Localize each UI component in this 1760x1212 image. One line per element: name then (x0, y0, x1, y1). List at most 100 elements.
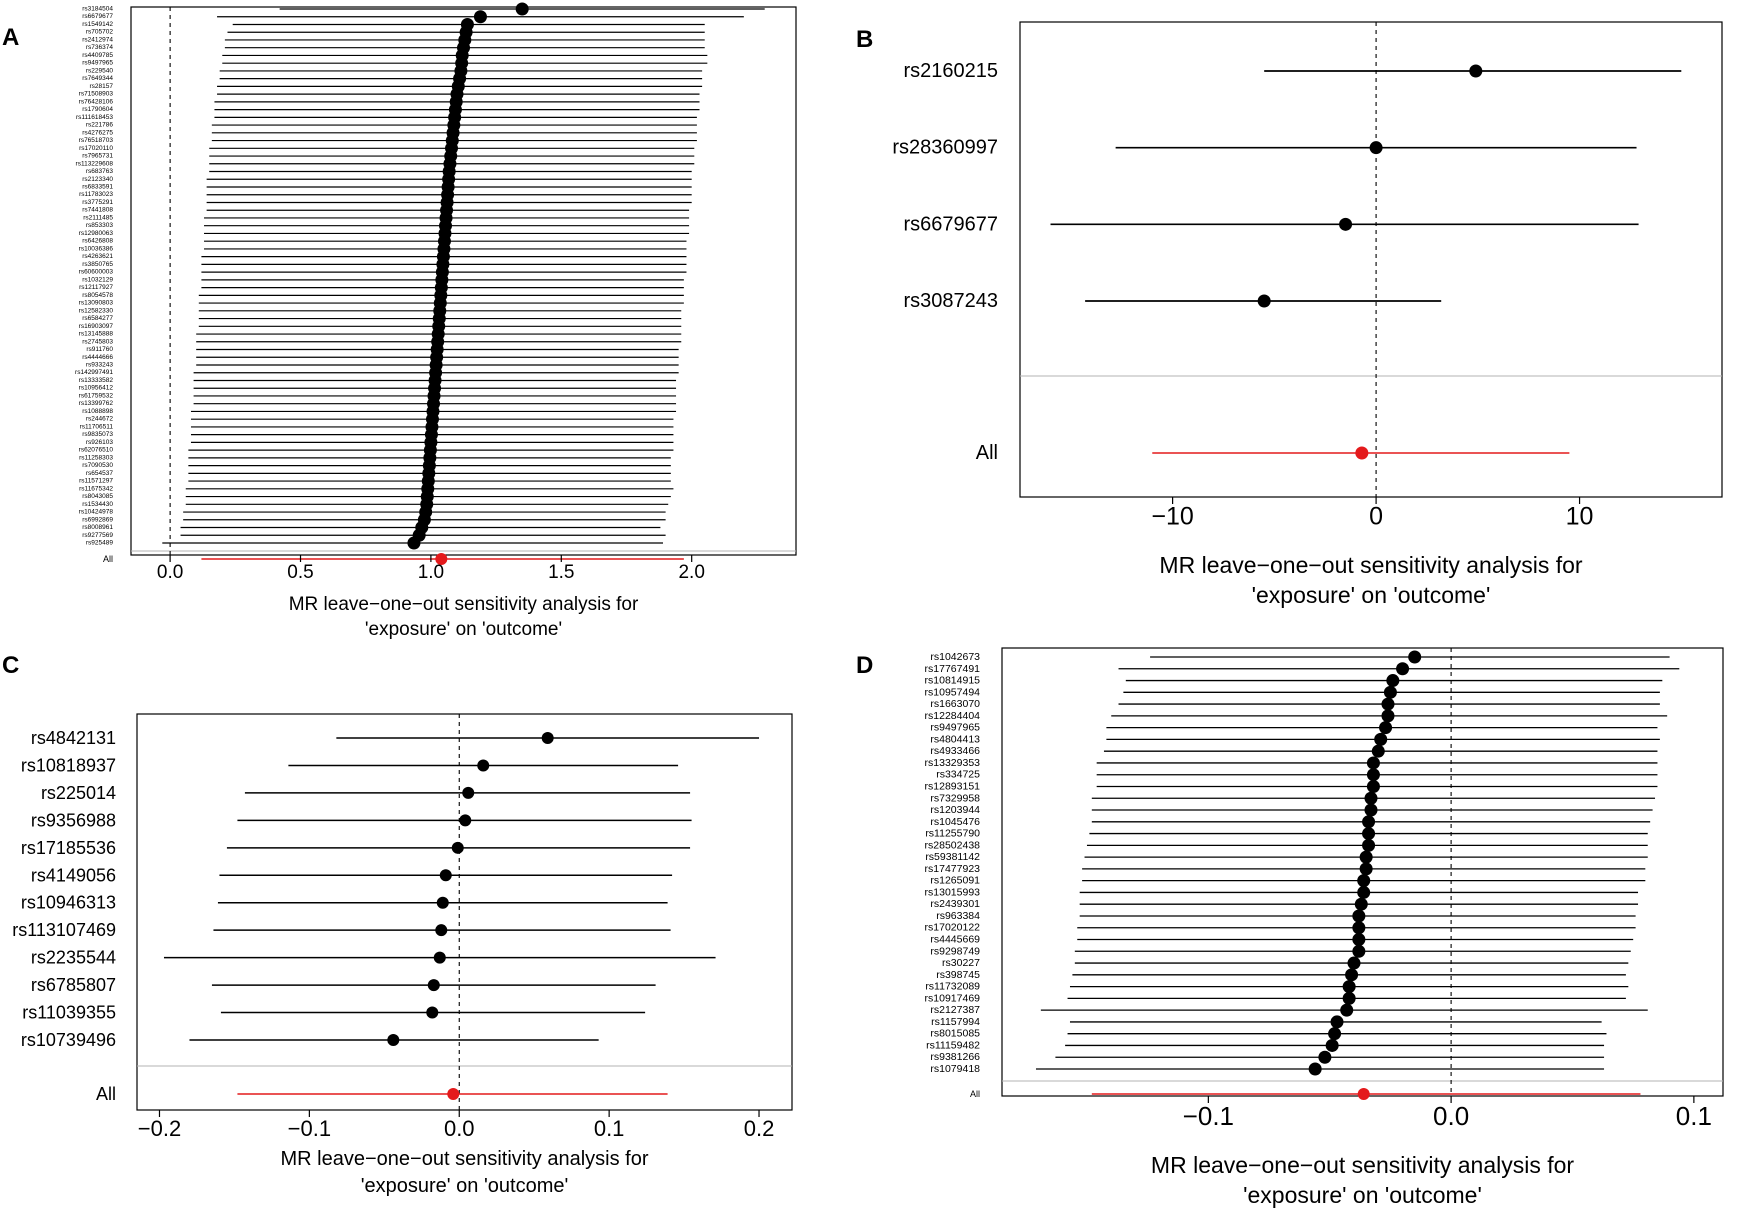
estimate-point (1342, 980, 1356, 994)
snp-label: rs925489 (86, 540, 113, 547)
snp-label: rs17020110 (79, 145, 113, 152)
snp-label: rs2123340 (82, 176, 113, 183)
panel-letter: D (856, 652, 873, 679)
estimate-point (1362, 827, 1376, 841)
x-tick-label: 0.1 (594, 1116, 625, 1141)
snp-label: rs9497965 (82, 60, 113, 67)
snp-label: rs8043085 (82, 493, 113, 500)
estimate-point (1386, 674, 1400, 688)
x-axis-title-line2: 'exposure' on 'outcome' (361, 1175, 569, 1197)
estimate-point (1383, 685, 1397, 699)
snp-label: rs10957494 (925, 686, 981, 698)
x-tick-label: −0.1 (288, 1116, 331, 1141)
snp-label: rs71508903 (79, 91, 114, 98)
plot-frame (1019, 21, 1723, 498)
snp-label: rs16903097 (79, 323, 114, 330)
estimate-point (1354, 897, 1368, 911)
estimate-point (1362, 815, 1376, 829)
snp-label: rs2412974 (82, 36, 113, 43)
estimate-point (1362, 838, 1376, 852)
estimate-point (426, 1006, 439, 1019)
snp-label: rs11039355 (22, 1003, 116, 1023)
estimate-point (435, 924, 448, 937)
x-tick-label: −10 (1151, 503, 1193, 531)
snp-label: rs4933466 (930, 745, 980, 757)
snp-label: rs10739496 (21, 1030, 116, 1050)
snp-label: rs17767491 (925, 663, 981, 675)
snp-label: rs12893151 (925, 780, 981, 792)
snp-label: rs1203944 (930, 804, 980, 816)
snp-label: rs1790604 (82, 106, 113, 113)
estimate-point (1371, 744, 1385, 758)
snp-label: rs2439301 (930, 898, 980, 910)
snp-label: rs221786 (86, 122, 113, 129)
snp-label: rs4445669 (930, 934, 980, 946)
snp-label: rs398745 (936, 969, 980, 981)
snp-label: rs76428106 (79, 98, 114, 105)
estimate-point (1352, 909, 1366, 923)
snp-label: rs12284404 (925, 710, 981, 722)
snp-label: rs963384 (936, 910, 980, 922)
snp-label: rs30227 (942, 957, 980, 969)
snp-label: rs11571297 (79, 478, 113, 485)
estimate-point (407, 536, 421, 550)
snp-label: rs113107469 (12, 920, 116, 940)
snp-label: rs11732089 (925, 981, 980, 993)
snp-label: rs1265091 (930, 875, 980, 887)
snp-label: rs13329353 (925, 757, 981, 769)
snp-label: rs1079418 (930, 1063, 980, 1075)
snp-label: rs3087243 (903, 290, 998, 312)
estimate-point (1340, 1003, 1354, 1017)
estimate-point (436, 896, 449, 909)
snp-label: rs28502438 (925, 839, 981, 851)
snp-label: rs9497965 (930, 722, 980, 734)
estimate-point (1374, 732, 1388, 746)
estimate-point (1359, 862, 1373, 876)
estimate-point (451, 841, 464, 854)
snp-label: rs911760 (86, 346, 113, 353)
snp-label: rs8054578 (82, 292, 113, 299)
estimate-point (439, 869, 452, 882)
snp-label: rs13090803 (79, 300, 114, 307)
snp-label: rs7090530 (82, 462, 113, 469)
snp-label: rs6992869 (82, 516, 113, 523)
estimate-point (1308, 1062, 1322, 1076)
snp-label: rs10036386 (79, 245, 114, 252)
snp-label: rs1534430 (82, 501, 113, 508)
x-tick-label: 0.0 (157, 562, 183, 583)
estimate-point (515, 2, 529, 16)
estimate-point (1357, 885, 1371, 899)
snp-label: rs12582330 (79, 307, 114, 314)
snp-label: rs61759532 (79, 392, 114, 399)
all-label: All (970, 1089, 980, 1099)
estimate-point (1328, 1027, 1342, 1041)
snp-label: rs10946313 (21, 893, 116, 913)
snp-label: rs2127387 (930, 1004, 980, 1016)
x-tick-label: −0.2 (138, 1116, 181, 1141)
snp-label: rs4409785 (82, 52, 113, 59)
snp-label: rs853303 (86, 222, 113, 229)
snp-label: rs10956412 (79, 385, 114, 392)
snp-label: rs933243 (86, 362, 113, 369)
snp-label: rs229540 (86, 67, 113, 74)
snp-label: rs13399762 (79, 400, 114, 407)
snp-label: rs1663070 (930, 698, 980, 710)
snp-label: rs926103 (86, 439, 113, 446)
snp-label: rs4149056 (31, 865, 116, 885)
estimate-point (1366, 779, 1380, 793)
snp-label: rs244672 (86, 416, 113, 423)
x-tick-label: 1.0 (418, 562, 444, 583)
snp-label: rs2235544 (31, 948, 116, 968)
snp-label: rs17185536 (21, 838, 116, 858)
estimate-point (387, 1034, 400, 1046)
estimate-point (1257, 294, 1271, 308)
snp-label: rs12980063 (79, 230, 114, 237)
all-estimate-point (1357, 1088, 1370, 1100)
estimate-point (1352, 921, 1366, 935)
snp-label: rs2160215 (903, 60, 998, 82)
snp-label: rs8008961 (82, 524, 113, 531)
x-tick-label: 0.2 (744, 1116, 775, 1141)
snp-label: rs9835073 (82, 431, 113, 438)
